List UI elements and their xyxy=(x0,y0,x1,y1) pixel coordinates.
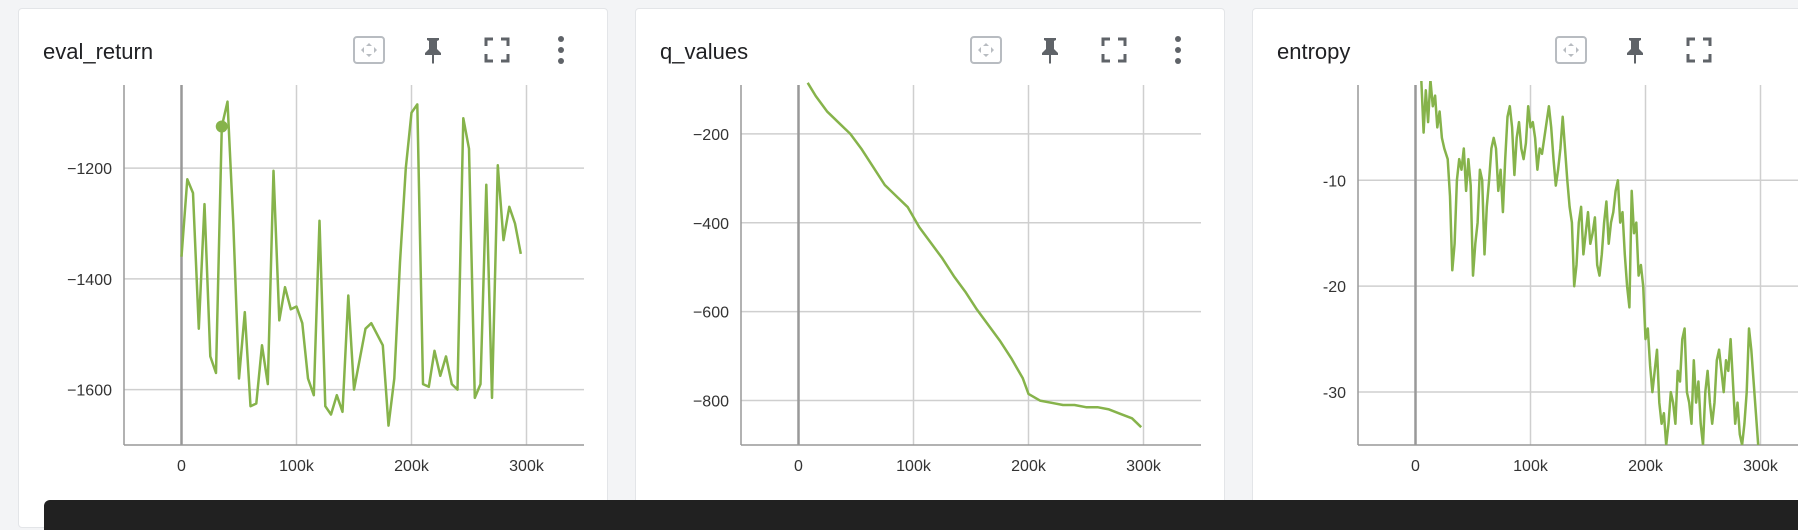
chart-title: eval_return xyxy=(43,39,154,64)
x-tick-label: 200k xyxy=(1011,458,1047,475)
plot-area[interactable]: -10 -20 -30 0 100k 200k 300k xyxy=(1253,9,1798,528)
x-tick-label: 200k xyxy=(394,458,430,475)
pin-icon[interactable] xyxy=(1018,31,1082,69)
card-toolbar xyxy=(337,31,593,69)
y-tick-label: -10 xyxy=(1323,173,1346,190)
bottom-bar xyxy=(44,500,1798,530)
hover-point xyxy=(215,120,228,133)
x-tick-label: 200k xyxy=(1628,458,1664,475)
card-eval-return: eval_return −1200 −1400 −1600 0 100k 200k 300k xyxy=(18,8,608,528)
fullscreen-icon[interactable] xyxy=(1667,31,1731,69)
x-tick-label: 100k xyxy=(1513,458,1549,475)
x-tick-label: 300k xyxy=(1126,458,1162,475)
series-line xyxy=(180,100,523,427)
y-tick-label: -20 xyxy=(1323,279,1346,296)
x-tick-label: 0 xyxy=(1411,458,1420,475)
plot-area[interactable]: −1200 −1400 −1600 0 100k 200k 300k xyxy=(19,9,608,528)
y-tick-label: −400 xyxy=(693,216,729,233)
pin-icon[interactable] xyxy=(401,31,465,69)
y-tick-label: −1400 xyxy=(67,272,112,289)
chart-title: entropy xyxy=(1277,39,1351,64)
y-tick-label: −200 xyxy=(693,127,729,144)
card-toolbar xyxy=(1539,31,1731,69)
x-tick-label: 300k xyxy=(1743,458,1779,475)
pin-icon[interactable] xyxy=(1603,31,1667,69)
x-tick-label: 100k xyxy=(896,458,932,475)
card-entropy: entropy -10 -20 -30 0 100k 200k 300k xyxy=(1252,8,1798,528)
fit-domain-icon[interactable] xyxy=(337,31,401,69)
y-tick-label: −600 xyxy=(693,305,729,322)
x-tick-label: 300k xyxy=(509,458,545,475)
x-tick-label: 0 xyxy=(177,458,186,475)
y-tick-label: -30 xyxy=(1323,385,1346,402)
y-tick-label: −1600 xyxy=(67,383,112,400)
series-line xyxy=(1420,81,1760,445)
card-toolbar xyxy=(954,31,1210,69)
fit-domain-icon[interactable] xyxy=(1539,31,1603,69)
x-tick-label: 100k xyxy=(279,458,315,475)
y-tick-label: −800 xyxy=(693,394,729,411)
fullscreen-icon[interactable] xyxy=(1082,31,1146,69)
more-vert-icon[interactable] xyxy=(529,31,593,69)
chart-title: q_values xyxy=(660,39,749,64)
x-tick-label: 0 xyxy=(794,458,803,475)
card-q-values: q_values −200 −400 −600 −800 0 100k 200k 300k xyxy=(635,8,1225,528)
series-line xyxy=(806,82,1143,429)
more-vert-icon[interactable] xyxy=(1146,31,1210,69)
y-tick-label: −1200 xyxy=(67,161,112,178)
fit-domain-icon[interactable] xyxy=(954,31,1018,69)
plot-area[interactable]: −200 −400 −600 −800 0 100k 200k 300k xyxy=(636,9,1225,528)
fullscreen-icon[interactable] xyxy=(465,31,529,69)
